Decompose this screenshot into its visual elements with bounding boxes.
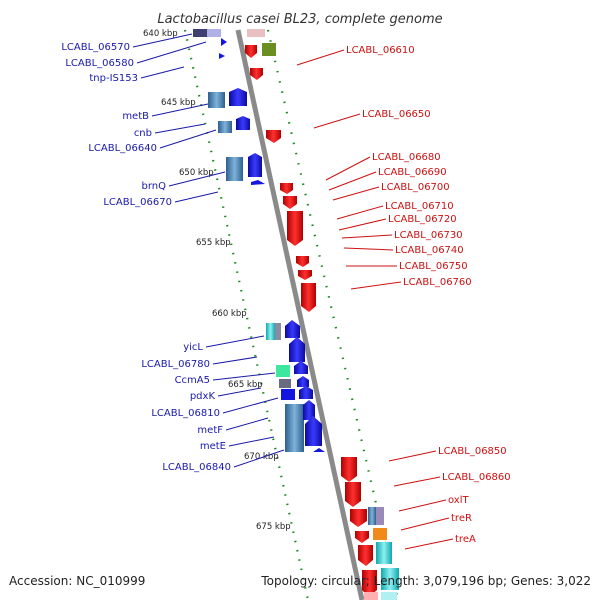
gene-feature[interactable] (208, 92, 225, 108)
gene-label[interactable]: LCABL_06760 (403, 277, 472, 288)
gene-feature[interactable] (364, 592, 378, 600)
gene-label[interactable]: LCABL_06580 (65, 58, 134, 69)
genome-summary-text: Topology: circular; Length: 3,079,196 bp… (260, 574, 591, 588)
gene-feature[interactable] (218, 121, 232, 133)
right-leader-lines (297, 50, 453, 549)
gene-feature[interactable] (285, 404, 304, 452)
gene-feature[interactable] (376, 507, 384, 525)
gene-feature[interactable] (219, 53, 225, 59)
gene-feature[interactable] (276, 365, 290, 377)
gene-feature[interactable] (281, 389, 295, 400)
gene-label[interactable]: treA (455, 534, 476, 545)
gene-feature[interactable] (236, 116, 250, 130)
gene-label[interactable]: metE (200, 441, 226, 452)
gene-label[interactable]: metF (197, 425, 223, 436)
gene-feature[interactable] (279, 379, 291, 388)
gene-feature[interactable] (313, 448, 325, 452)
gene-label[interactable]: CcmA5 (175, 375, 210, 386)
gene-feature[interactable] (266, 323, 275, 340)
kbp-label: 640 kbp (143, 29, 178, 39)
gene-feature[interactable] (226, 157, 243, 181)
gene-feature[interactable] (373, 528, 387, 540)
gene-label[interactable]: LCABL_06810 (151, 408, 220, 419)
gene-label[interactable]: brnQ (142, 181, 167, 192)
gene-label[interactable]: LCABL_06710 (385, 201, 454, 212)
gene-feature[interactable] (345, 482, 361, 507)
gene-feature[interactable] (297, 376, 309, 387)
gene-feature[interactable] (207, 29, 221, 37)
gene-feature[interactable] (287, 211, 303, 246)
gene-label[interactable]: tnp-IS153 (89, 73, 138, 84)
genome-title: Lactobacillus casei BL23, complete genom… (157, 12, 442, 27)
gene-label[interactable]: LCABL_06650 (362, 109, 431, 120)
gene-label[interactable]: LCABL_06690 (378, 167, 447, 178)
gene-feature[interactable] (280, 183, 293, 194)
gene-feature[interactable] (305, 416, 322, 446)
gene-feature[interactable] (250, 68, 263, 80)
kbp-label: 645 kbp (161, 98, 196, 108)
gene-label[interactable]: LCABL_06840 (162, 462, 231, 473)
gene-label[interactable]: LCABL_06640 (88, 143, 157, 154)
genome-map: Lactobacillus casei BL23, complete genom… (0, 0, 600, 600)
gene-feature[interactable] (245, 45, 257, 58)
gene-feature[interactable] (266, 130, 281, 143)
gene-feature[interactable] (248, 153, 262, 177)
gene-feature[interactable] (247, 29, 265, 37)
gene-feature[interactable] (299, 386, 313, 399)
gene-feature[interactable] (296, 256, 309, 267)
gene-feature[interactable] (283, 196, 297, 209)
gene-label[interactable]: LCABL_06780 (141, 359, 210, 370)
gene-label[interactable]: LCABL_06720 (388, 214, 457, 225)
gene-label[interactable]: yicL (183, 342, 203, 353)
gene-feature[interactable] (289, 337, 305, 362)
gene-label[interactable]: LCABL_06610 (346, 45, 415, 56)
accession-text: Accession: NC_010999 (9, 574, 145, 588)
gene-label[interactable]: LCABL_06850 (438, 446, 507, 457)
gene-feature[interactable] (285, 320, 300, 338)
gene-label[interactable]: pdxK (190, 391, 216, 402)
gene-feature[interactable] (381, 592, 397, 600)
gene-feature[interactable] (358, 545, 373, 566)
gene-feature[interactable] (262, 43, 276, 56)
gene-feature[interactable] (368, 507, 376, 525)
gene-label[interactable]: LCABL_06750 (399, 261, 468, 272)
gene-label[interactable]: LCABL_06860 (442, 472, 511, 483)
gene-label[interactable]: metB (122, 111, 149, 122)
gene-feature[interactable] (355, 531, 369, 543)
kbp-label: 675 kbp (256, 522, 291, 532)
gene-feature[interactable] (193, 29, 207, 37)
gene-label[interactable]: oxlT (448, 495, 470, 506)
gene-label[interactable]: LCABL_06740 (395, 245, 464, 256)
gene-label[interactable]: LCABL_06680 (372, 152, 441, 163)
gene-feature[interactable] (294, 361, 308, 374)
kbp-label: 655 kbp (196, 238, 231, 248)
gene-label[interactable]: LCABL_06700 (381, 182, 450, 193)
gene-label[interactable]: cnb (134, 128, 152, 139)
forward-gene-labels: LCABL_06570 LCABL_06580 tnp-IS153 metB c… (61, 42, 231, 473)
gene-feature[interactable] (221, 38, 227, 46)
reverse-gene-labels: LCABL_06610 LCABL_06650 LCABL_06680 LCAB… (346, 45, 511, 545)
gene-feature[interactable] (376, 542, 392, 564)
gene-feature[interactable] (301, 283, 316, 312)
gene-label[interactable]: LCABL_06730 (394, 230, 463, 241)
gene-feature[interactable] (229, 88, 247, 106)
gene-label[interactable]: LCABL_06570 (61, 42, 130, 53)
kbp-label: 660 kbp (212, 309, 247, 319)
gene-label[interactable]: treR (451, 513, 472, 524)
gene-feature[interactable] (275, 323, 281, 340)
gene-label[interactable]: LCABL_06670 (103, 197, 172, 208)
gene-feature[interactable] (350, 509, 367, 527)
gene-feature[interactable] (298, 270, 312, 280)
backbone-line (238, 30, 362, 600)
gene-feature[interactable] (251, 180, 265, 185)
gene-feature[interactable] (341, 457, 357, 482)
